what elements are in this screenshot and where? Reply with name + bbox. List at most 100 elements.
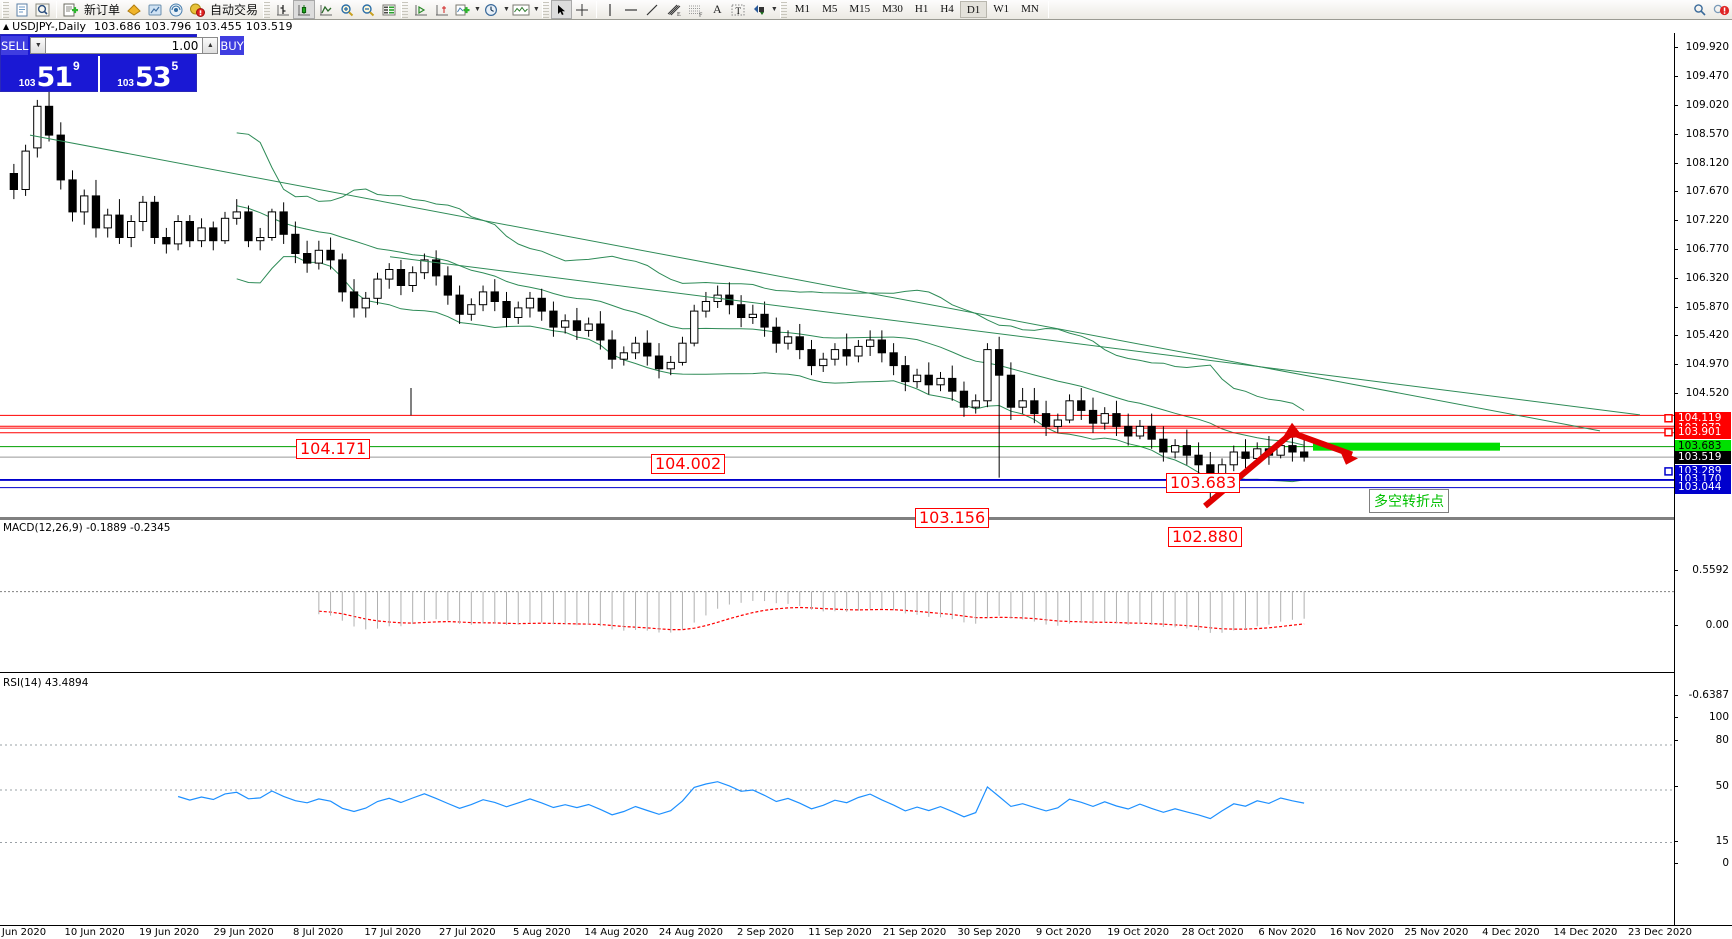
candle-body — [1006, 374, 1016, 408]
tab-timeframe-mn[interactable]: MN — [1021, 3, 1039, 15]
alerts-icon[interactable] — [1710, 0, 1732, 19]
tab-timeframe-h1[interactable]: H1 — [914, 3, 929, 15]
new-chart-icon[interactable] — [11, 0, 32, 19]
tab-timeframe-h4[interactable]: H4 — [940, 3, 954, 15]
equidistant-channel-icon[interactable]: E — [663, 0, 685, 19]
auto-scroll-icon[interactable] — [410, 0, 431, 19]
time-axis-label: 24 Aug 2020 — [658, 927, 723, 938]
vertical-line-icon[interactable] — [600, 0, 621, 19]
candle-body — [490, 291, 499, 302]
text-icon[interactable]: A — [707, 0, 728, 19]
time-axis-label: 11 Sep 2020 — [808, 927, 872, 938]
data-window-icon[interactable] — [378, 0, 399, 19]
shapes-dropdown-caret[interactable]: ▼ — [770, 6, 778, 13]
templates-dropdown-caret[interactable]: ▼ — [532, 6, 540, 13]
price-tag-103519[interactable]: 103.519 — [1675, 450, 1731, 464]
toolbar-grip[interactable] — [2, 1, 9, 18]
trend-arrow-up[interactable] — [1203, 430, 1294, 509]
candle-body — [197, 227, 206, 242]
indicators-icon[interactable] — [452, 0, 473, 19]
sell-button[interactable]: SELL — [1, 36, 29, 55]
horizontal-line-icon[interactable] — [621, 0, 642, 19]
periods-dropdown-caret[interactable]: ▼ — [502, 6, 510, 13]
line-chart-icon[interactable] — [315, 0, 336, 19]
bollinger-band-line — [236, 132, 1305, 411]
crosshair-icon[interactable] — [572, 0, 593, 19]
strategy-tester-icon[interactable] — [144, 0, 165, 19]
annotation-104171[interactable]: 104.171 — [296, 439, 371, 459]
candle-body — [783, 336, 793, 344]
candle-body — [21, 150, 30, 190]
templates-icon[interactable] — [510, 0, 532, 19]
symbol-name: USDJPY-,Daily — [12, 20, 87, 33]
candle-body — [80, 195, 89, 213]
magnifier-profile-icon[interactable] — [32, 0, 53, 19]
time-axis[interactable]: Jun 2020 10 Jun 2020 19 Jun 2020 29 Jun 202… — [0, 925, 1732, 939]
volume-input[interactable] — [46, 37, 203, 54]
text-label-icon[interactable]: T — [728, 0, 749, 19]
toolbar-grip-3[interactable] — [401, 1, 409, 18]
buy-price[interactable]: 103 53 5 — [100, 56, 197, 92]
candle-body — [596, 323, 605, 341]
search-icon[interactable] — [1689, 0, 1710, 19]
expert-advisors-icon[interactable] — [123, 0, 144, 19]
tab-timeframe-m30[interactable]: M30 — [882, 3, 903, 15]
shapes-icon[interactable] — [749, 0, 770, 19]
candle-body — [220, 217, 230, 242]
volume-up-icon[interactable]: ▲ — [202, 37, 219, 54]
signals-icon[interactable] — [165, 0, 186, 19]
candle-body — [654, 355, 664, 370]
price-axis[interactable]: 109.920 109.470 109.020 108.570 108.120 107.6… — [1674, 33, 1732, 939]
annotation-turning-point[interactable]: 多空转折点 — [1369, 489, 1449, 513]
price-line-handle[interactable] — [1664, 467, 1673, 476]
candle-body — [1018, 400, 1027, 408]
new-order-icon[interactable] — [60, 0, 81, 19]
fibonacci-retracement-icon[interactable]: F — [685, 0, 707, 19]
downtrend-line-lower[interactable] — [389, 256, 1641, 416]
annotation-103683[interactable]: 103.683 — [1166, 473, 1241, 493]
periods-icon[interactable] — [481, 0, 502, 19]
time-axis-label: 23 Dec 2020 — [1628, 927, 1692, 938]
annotation-102880[interactable]: 102.880 — [1168, 527, 1243, 547]
autotrading-icon[interactable] — [186, 0, 207, 19]
tab-timeframe-m15[interactable]: M15 — [849, 3, 871, 15]
tab-timeframe-w1[interactable]: W1 — [993, 3, 1010, 15]
bar-chart-icon[interactable] — [272, 0, 293, 19]
toolbar-grip-5[interactable] — [779, 1, 787, 18]
price-line-handle[interactable] — [1664, 414, 1673, 423]
candle-body — [408, 272, 417, 286]
price-line-handle[interactable] — [1664, 427, 1673, 437]
tab-timeframe-d1[interactable]: D1 — [959, 1, 988, 18]
chart-shift-icon[interactable] — [431, 0, 452, 19]
candle-chart-icon[interactable] — [293, 0, 316, 19]
new-order-label[interactable]: 新订单 — [84, 3, 121, 17]
candle-body — [748, 313, 758, 318]
trend-arrow-down[interactable] — [1290, 429, 1354, 458]
sell-price[interactable]: 103 51 9 — [1, 56, 98, 92]
tab-timeframe-m5[interactable]: M5 — [822, 3, 838, 15]
annotation-103156[interactable]: 103.156 — [915, 508, 990, 528]
volume-down-icon[interactable]: ▼ — [30, 37, 47, 54]
annotation-104002[interactable]: 104.002 — [651, 454, 726, 474]
zoom-in-icon[interactable] — [336, 0, 357, 19]
indicators-dropdown-caret[interactable]: ▼ — [474, 6, 481, 13]
price-tag-103683[interactable]: 103.683 — [1675, 440, 1731, 454]
price-tag-103044[interactable]: 103.044 — [1675, 481, 1731, 495]
buy-button[interactable]: BUY — [220, 36, 244, 55]
trend-arrow-down-head[interactable] — [1340, 450, 1358, 465]
downtrend-line-upper[interactable] — [29, 134, 1601, 432]
candle-body — [1300, 451, 1309, 458]
time-axis-label: 27 Jul 2020 — [438, 927, 496, 938]
toolbar-grip-4[interactable] — [541, 1, 549, 18]
time-axis-label: Jun 2020 — [1, 927, 47, 938]
price-tag-103901[interactable]: 103.901 — [1675, 426, 1731, 440]
trendline-icon[interactable] — [642, 0, 663, 19]
toolbar-grip-2[interactable] — [263, 1, 271, 18]
cursor-icon[interactable] — [550, 0, 572, 19]
volume-stepper[interactable]: ▼▲ — [30, 36, 219, 55]
symbol-collapse-icon[interactable]: ▲ — [3, 22, 10, 31]
autotrading-label[interactable]: 自动交易 — [210, 3, 259, 17]
zoom-out-icon[interactable] — [357, 0, 378, 19]
tab-timeframe-m1[interactable]: M1 — [794, 3, 811, 15]
support-zone-highlight[interactable] — [1313, 442, 1500, 451]
